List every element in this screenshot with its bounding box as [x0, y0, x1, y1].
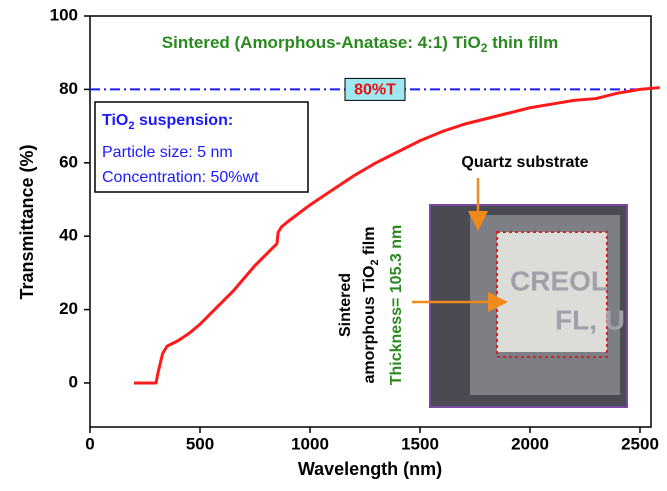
chart: Sintered (Amorphous-Anatase: 4:1) TiO2 t…: [0, 0, 667, 491]
thickness-label: Thickness= 105.3 nm: [388, 225, 405, 386]
side-label: Sintered: [337, 273, 354, 337]
photo-text: CREOL: [510, 265, 608, 296]
x-tick-label: 2000: [511, 434, 549, 453]
side-label: amorphous TiO2 film: [361, 227, 381, 384]
x-tick-label: 1500: [401, 434, 439, 453]
y-tick-label: 20: [59, 299, 78, 318]
y-tick-label: 0: [69, 372, 78, 391]
inset-caption: Quartz substrate: [461, 154, 588, 171]
inset-photo: CREOL FL, U Quartz substrate Sintered am…: [337, 154, 627, 407]
x-axis-title: Wavelength (nm): [298, 459, 442, 479]
info-box: TiO2 suspension: Particle size: 5 nm Con…: [95, 102, 308, 192]
y-axis-title: Transmittance (%): [17, 144, 37, 299]
info-line: Particle size: 5 nm: [102, 144, 233, 161]
x-tick-label: 1000: [291, 434, 329, 453]
y-tick-label: 60: [59, 152, 78, 171]
y-tick-label: 100: [50, 5, 78, 24]
chart-title: Sintered (Amorphous-Anatase: 4:1) TiO2 t…: [162, 33, 558, 55]
y-tick-label: 80: [59, 79, 78, 98]
y-tick-label: 40: [59, 226, 78, 245]
reference-label: 80%T: [354, 82, 396, 99]
x-tick-label: 500: [186, 434, 214, 453]
photo-text: FL, U: [555, 304, 625, 335]
x-tick-label: 0: [85, 434, 94, 453]
info-title: TiO2 suspension:: [102, 112, 233, 132]
info-line: Concentration: 50%wt: [102, 169, 259, 186]
x-tick-label: 2500: [621, 434, 659, 453]
